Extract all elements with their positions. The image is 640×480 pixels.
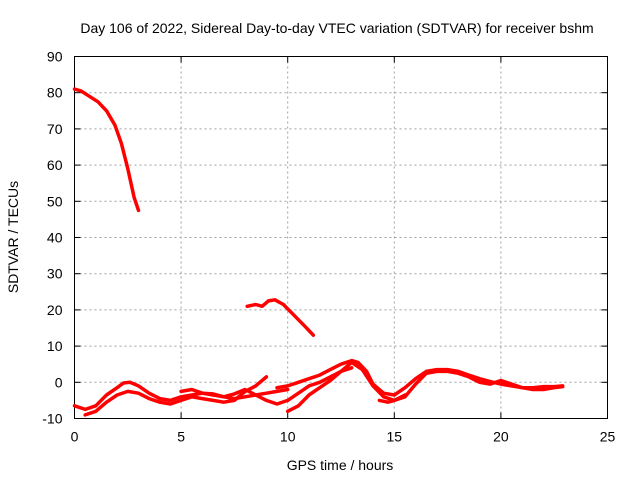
x-tick-labels: 0 5 10 15 20 25: [71, 429, 616, 445]
series-line-baseline-f: [377, 369, 565, 404]
chart-title: Day 106 of 2022, Sidereal Day-to-day VTE…: [80, 20, 593, 36]
series-line-baseline-b: [83, 375, 269, 417]
y-tick-labels: -10 0 10 20 30 40 50 60 70 80 90: [42, 49, 62, 427]
x-tick-label: 25: [600, 429, 616, 445]
x-tick-label: 0: [71, 429, 79, 445]
x-axis-label: GPS time / hours: [287, 457, 394, 473]
x-tick-label: 10: [280, 429, 296, 445]
y-tick-label: 40: [47, 230, 63, 246]
y-tick-label: 70: [47, 121, 63, 137]
x-tick-label: 15: [387, 429, 403, 445]
series-line-mid-arc: [245, 298, 316, 337]
y-tick-label: 80: [47, 85, 63, 101]
y-tick-label: 60: [47, 157, 63, 173]
grid: [74, 56, 608, 419]
series-line-high-decay: [72, 87, 141, 213]
x-tick-label: 5: [177, 429, 185, 445]
series-line-baseline-d: [285, 360, 407, 414]
series-line-baseline-a: [72, 380, 290, 412]
y-tick-label: 50: [47, 193, 63, 209]
x-tick-label: 20: [493, 429, 509, 445]
y-tick-label: 90: [47, 49, 63, 65]
y-tick-label: -10: [42, 411, 62, 427]
y-axis-label: SDTVAR / TECUs: [5, 181, 21, 293]
y-tick-label: 30: [47, 266, 63, 282]
series-line-baseline-c: [179, 366, 354, 406]
y-tick-label: 20: [47, 302, 63, 318]
y-tick-label: 0: [55, 374, 63, 390]
ticks: [74, 56, 608, 419]
y-tick-label: 10: [47, 338, 63, 354]
series-layer: [72, 87, 565, 417]
